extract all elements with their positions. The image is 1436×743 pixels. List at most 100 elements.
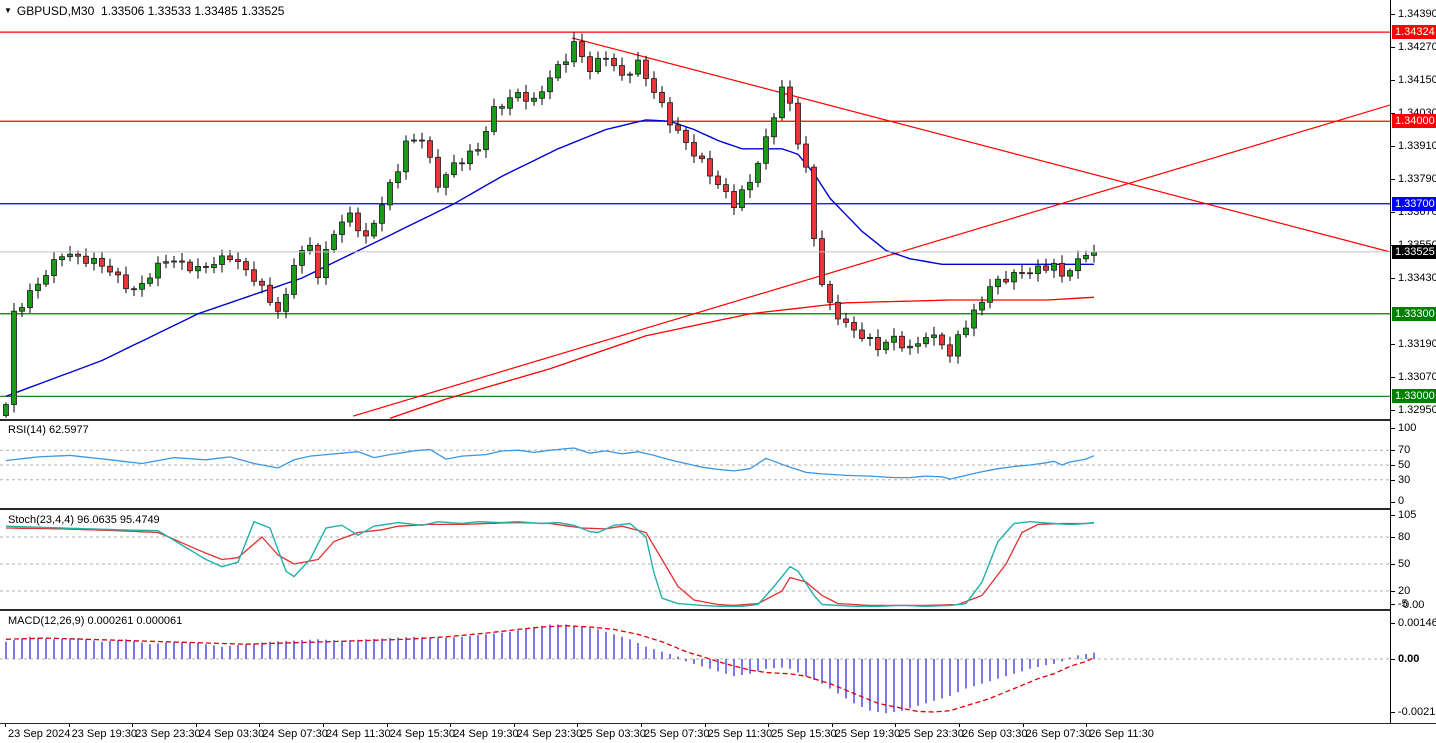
rsi-scale-label: 50 [1398,459,1411,471]
time-tick-label: 24 Sep 23:30 [516,728,583,740]
stoch-indicator-label: Stoch(23,4,4) 96.0635 95.4749 [8,514,160,526]
time-tick-label: 26 Sep 11:30 [1089,728,1154,740]
rsi-scale-tick [1391,502,1395,503]
time-tick-label: 24 Sep 15:30 [389,728,456,740]
rsi-scale-label: 0 [1398,495,1405,507]
rsi-scale-tick [1391,450,1395,452]
time-tick-label: 25 Sep 03:30 [580,728,646,740]
stoch-scale-label: 20 [1398,585,1411,597]
time-tick-label: 25 Sep 23:30 [898,728,964,740]
price-tick-mark [1391,344,1395,346]
stochastic-panel[interactable] [0,510,1390,609]
time-tick-mark [386,724,388,727]
stoch-scale-tick [1391,515,1395,516]
macd-scale-label: 0.001464 [1398,616,1436,629]
time-tick-label: 25 Sep 07:30 [644,728,710,740]
price-tick-label: 1.33190 [1398,338,1436,351]
time-tick-mark [259,724,261,727]
rsi-scale-tick [1391,479,1395,481]
price-badge: 1.34000 [1392,114,1436,129]
macd-scale-tick [1391,659,1395,660]
time-tick-mark [513,724,515,727]
time-tick-mark [195,724,197,727]
rsi-scale-label: 30 [1398,473,1411,486]
rsi-panel[interactable] [0,421,1390,508]
time-tick-mark [450,724,452,727]
rsi-scale-label: 100 [1398,422,1417,434]
time-tick-mark [1022,724,1024,727]
time-tick-label: 23 Sep 19:30 [71,728,138,740]
time-tick-label: 23 Sep 2024 [8,728,71,740]
time-tick-label: 26 Sep 03:30 [962,728,1028,740]
time-tick-mark [895,724,897,727]
time-tick-mark [768,724,770,727]
price-tick-label: 1.32950 [1398,404,1436,417]
rsi-scale-tick [1391,428,1395,429]
stoch-scale-label-extra: 0.00 [1403,599,1425,611]
symbol-title: GBPUSD,M30 [16,4,95,18]
main-price-chart[interactable] [0,0,1390,419]
price-tick-label: 1.33910 [1398,140,1436,152]
time-tick-mark [577,724,579,727]
time-tick-label: 24 Sep 07:30 [262,728,328,740]
time-tick-mark [132,724,134,727]
symbol-dropdown-icon[interactable]: ▼ [4,6,12,15]
price-tick-mark [1391,377,1395,379]
panel-separator[interactable] [0,419,1390,421]
rsi-scale-tick [1391,465,1395,466]
price-badge: 1.33300 [1392,306,1436,321]
macd-scale-label: -0.002151 [1398,705,1436,718]
time-tick-mark [641,724,642,727]
time-tick-mark [5,724,6,727]
stoch-scale-tick [1391,537,1395,538]
price-tick-mark [1391,179,1395,181]
stoch-scale-tick [1391,604,1395,605]
time-tick-label: 24 Sep 11:30 [326,728,391,740]
price-tick-mark [1391,212,1395,214]
price-tick-label: 1.34390 [1398,8,1436,20]
stoch-scale-label: 80 [1398,531,1411,543]
macd-scale-label: 0.00 [1398,653,1420,665]
time-tick-mark [704,724,706,727]
macd-scale-tick [1391,622,1395,624]
macd-panel[interactable] [0,611,1390,723]
time-tick-mark [959,724,960,727]
price-tick-mark [1391,14,1395,15]
price-tick-mark [1391,113,1395,114]
price-axis[interactable]: 1.34390 1.34270 1.34150 1.34030 1.33910 1.337… [1390,0,1436,723]
price-badge: 1.33000 [1392,389,1436,404]
stoch-scale-label: -5 [1398,598,1408,610]
price-badge: 1.34324 [1392,25,1436,40]
price-tick-mark [1391,410,1395,412]
time-tick-mark [831,724,833,727]
price-tick-label: 1.34150 [1398,74,1436,86]
price-tick-label: 1.33790 [1398,173,1436,186]
time-axis[interactable]: 23 Sep 2024 23 Sep 19:30 23 Sep 23:30 24 Se… [0,723,1436,743]
panel-separator[interactable] [0,609,1390,611]
price-tick-label: 1.33070 [1398,371,1436,384]
stoch-scale-label: 105 [1398,509,1417,521]
stoch-scale-tick [1391,591,1395,592]
time-tick-label: 24 Sep 03:30 [198,728,265,740]
macd-indicator-label: MACD(12,26,9) 0.000261 0.000061 [8,615,183,627]
price-tick-label: 1.34270 [1398,41,1436,53]
symbol-header[interactable]: ▼ GBPUSD,M30 1.33506 1.33533 1.33485 1.33… [4,4,284,18]
panel-separator[interactable] [0,508,1390,510]
macd-scale-tick [1391,711,1395,713]
price-tick-mark [1391,278,1395,280]
price-tick-label: 1.33430 [1398,272,1436,285]
price-tick-mark [1391,146,1395,147]
ohlc-values: 1.33506 1.33533 1.33485 1.33525 [100,4,285,18]
time-tick-label: 25 Sep 15:30 [771,728,837,740]
stoch-scale-tick [1391,564,1395,565]
price-badge: 1.33525 [1392,244,1436,259]
time-tick-mark [68,724,70,727]
time-tick-label: 25 Sep 19:30 [834,728,901,740]
stoch-scale-label: 50 [1398,558,1411,570]
time-tick-label: 24 Sep 19:30 [453,728,519,740]
rsi-indicator-label: RSI(14) 62.5977 [8,424,89,436]
price-badge: 1.33700 [1392,196,1436,211]
time-tick-label: 25 Sep 11:30 [707,728,773,740]
rsi-scale-label: 70 [1398,444,1411,457]
